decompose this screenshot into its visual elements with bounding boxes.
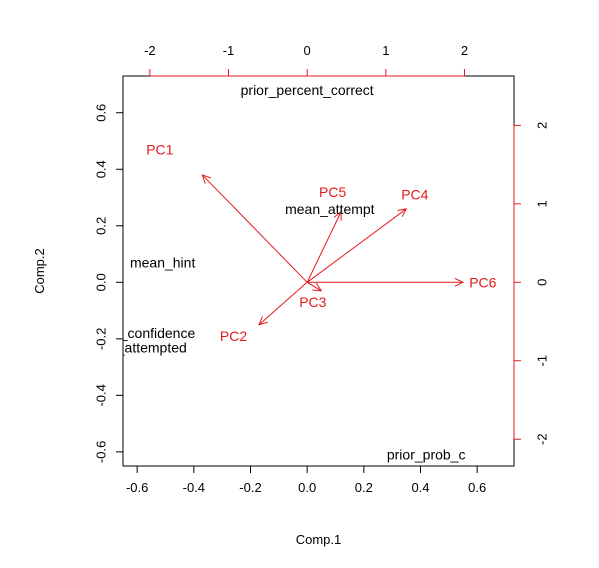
arrowhead-pc6 <box>454 277 465 287</box>
right-tick-label: -1 <box>535 355 550 367</box>
arrowhead-pc3 <box>312 282 323 292</box>
plot-frame <box>122 75 515 467</box>
loading-labels: PC1 PC2 PC3 PC4 PC5 PC6 <box>146 141 496 344</box>
top-axis: -2 -1 0 1 2 <box>144 43 468 77</box>
y-tick-label: 0.0 <box>94 273 109 291</box>
top-tick-label: 2 <box>461 43 468 58</box>
observation-label: problems_attempted <box>59 339 187 355</box>
observation-label: prior_prob_c <box>387 447 466 463</box>
right-tick-label: 2 <box>535 122 550 129</box>
y-tick-label: -0.2 <box>94 328 109 350</box>
loading-label-pc6: PC6 <box>469 274 496 290</box>
loading-label-pc1: PC1 <box>146 141 173 157</box>
right-axis: -2 -1 0 1 2 <box>513 122 550 445</box>
x-tick-label: 0.4 <box>411 480 429 495</box>
y-tick-label: 0.4 <box>94 160 109 178</box>
right-tick-label: 1 <box>535 200 550 207</box>
x-tick-label: -0.6 <box>126 480 148 495</box>
x-tick-label: 0.0 <box>298 480 316 495</box>
arrowhead-pc1 <box>201 174 211 184</box>
arrowhead-pc4 <box>397 208 408 218</box>
arrowhead-pc5 <box>333 210 342 221</box>
top-tick-label: 1 <box>382 43 389 58</box>
top-tick-label: -1 <box>223 43 235 58</box>
x-axis: -0.6 -0.4 -0.2 0.0 0.2 0.4 0.6 <box>126 465 486 495</box>
loading-label-pc4: PC4 <box>401 187 428 203</box>
x-tick-label: 0.6 <box>468 480 486 495</box>
x-tick-label: -0.4 <box>183 480 205 495</box>
right-tick-label: 0 <box>535 279 550 286</box>
observation-labels: prior_percent_correct mean_attempt mean_hi… <box>59 82 466 463</box>
arrowhead-pc2 <box>258 316 268 326</box>
loading-label-pc3: PC3 <box>299 294 326 310</box>
loading-arrow-pc3 <box>306 281 322 292</box>
y-tick-label: 0.6 <box>94 104 109 122</box>
x-tick-label: -0.2 <box>239 480 261 495</box>
observation-label: mean_hint <box>130 255 195 271</box>
observation-label: mean_attempt <box>285 201 375 217</box>
loading-arrow-pc1 <box>201 174 308 283</box>
y-tick-label: -0.4 <box>94 384 109 406</box>
loading-arrow-pc4 <box>306 208 407 283</box>
loading-arrows <box>201 174 465 326</box>
top-tick-label: -2 <box>144 43 156 58</box>
loading-label-pc2: PC2 <box>220 328 247 344</box>
loading-arrow-pc5 <box>306 211 342 283</box>
x-axis-title: Comp.1 <box>296 532 342 547</box>
y-axis: -0.6 -0.4 -0.2 0.0 0.2 0.4 0.6 <box>94 104 124 463</box>
y-tick-label: 0.2 <box>94 217 109 235</box>
loading-label-pc5: PC5 <box>319 184 346 200</box>
x-tick-label: 0.2 <box>355 480 373 495</box>
observation-label: prior_percent_correct <box>241 82 374 98</box>
y-tick-label: -0.6 <box>94 441 109 463</box>
observation-label: mean_confidence <box>85 325 196 341</box>
loading-arrow-pc2 <box>258 281 308 326</box>
top-tick-label: 0 <box>304 43 311 58</box>
right-tick-label: -2 <box>535 433 550 445</box>
y-axis-title: Comp.2 <box>32 248 47 294</box>
